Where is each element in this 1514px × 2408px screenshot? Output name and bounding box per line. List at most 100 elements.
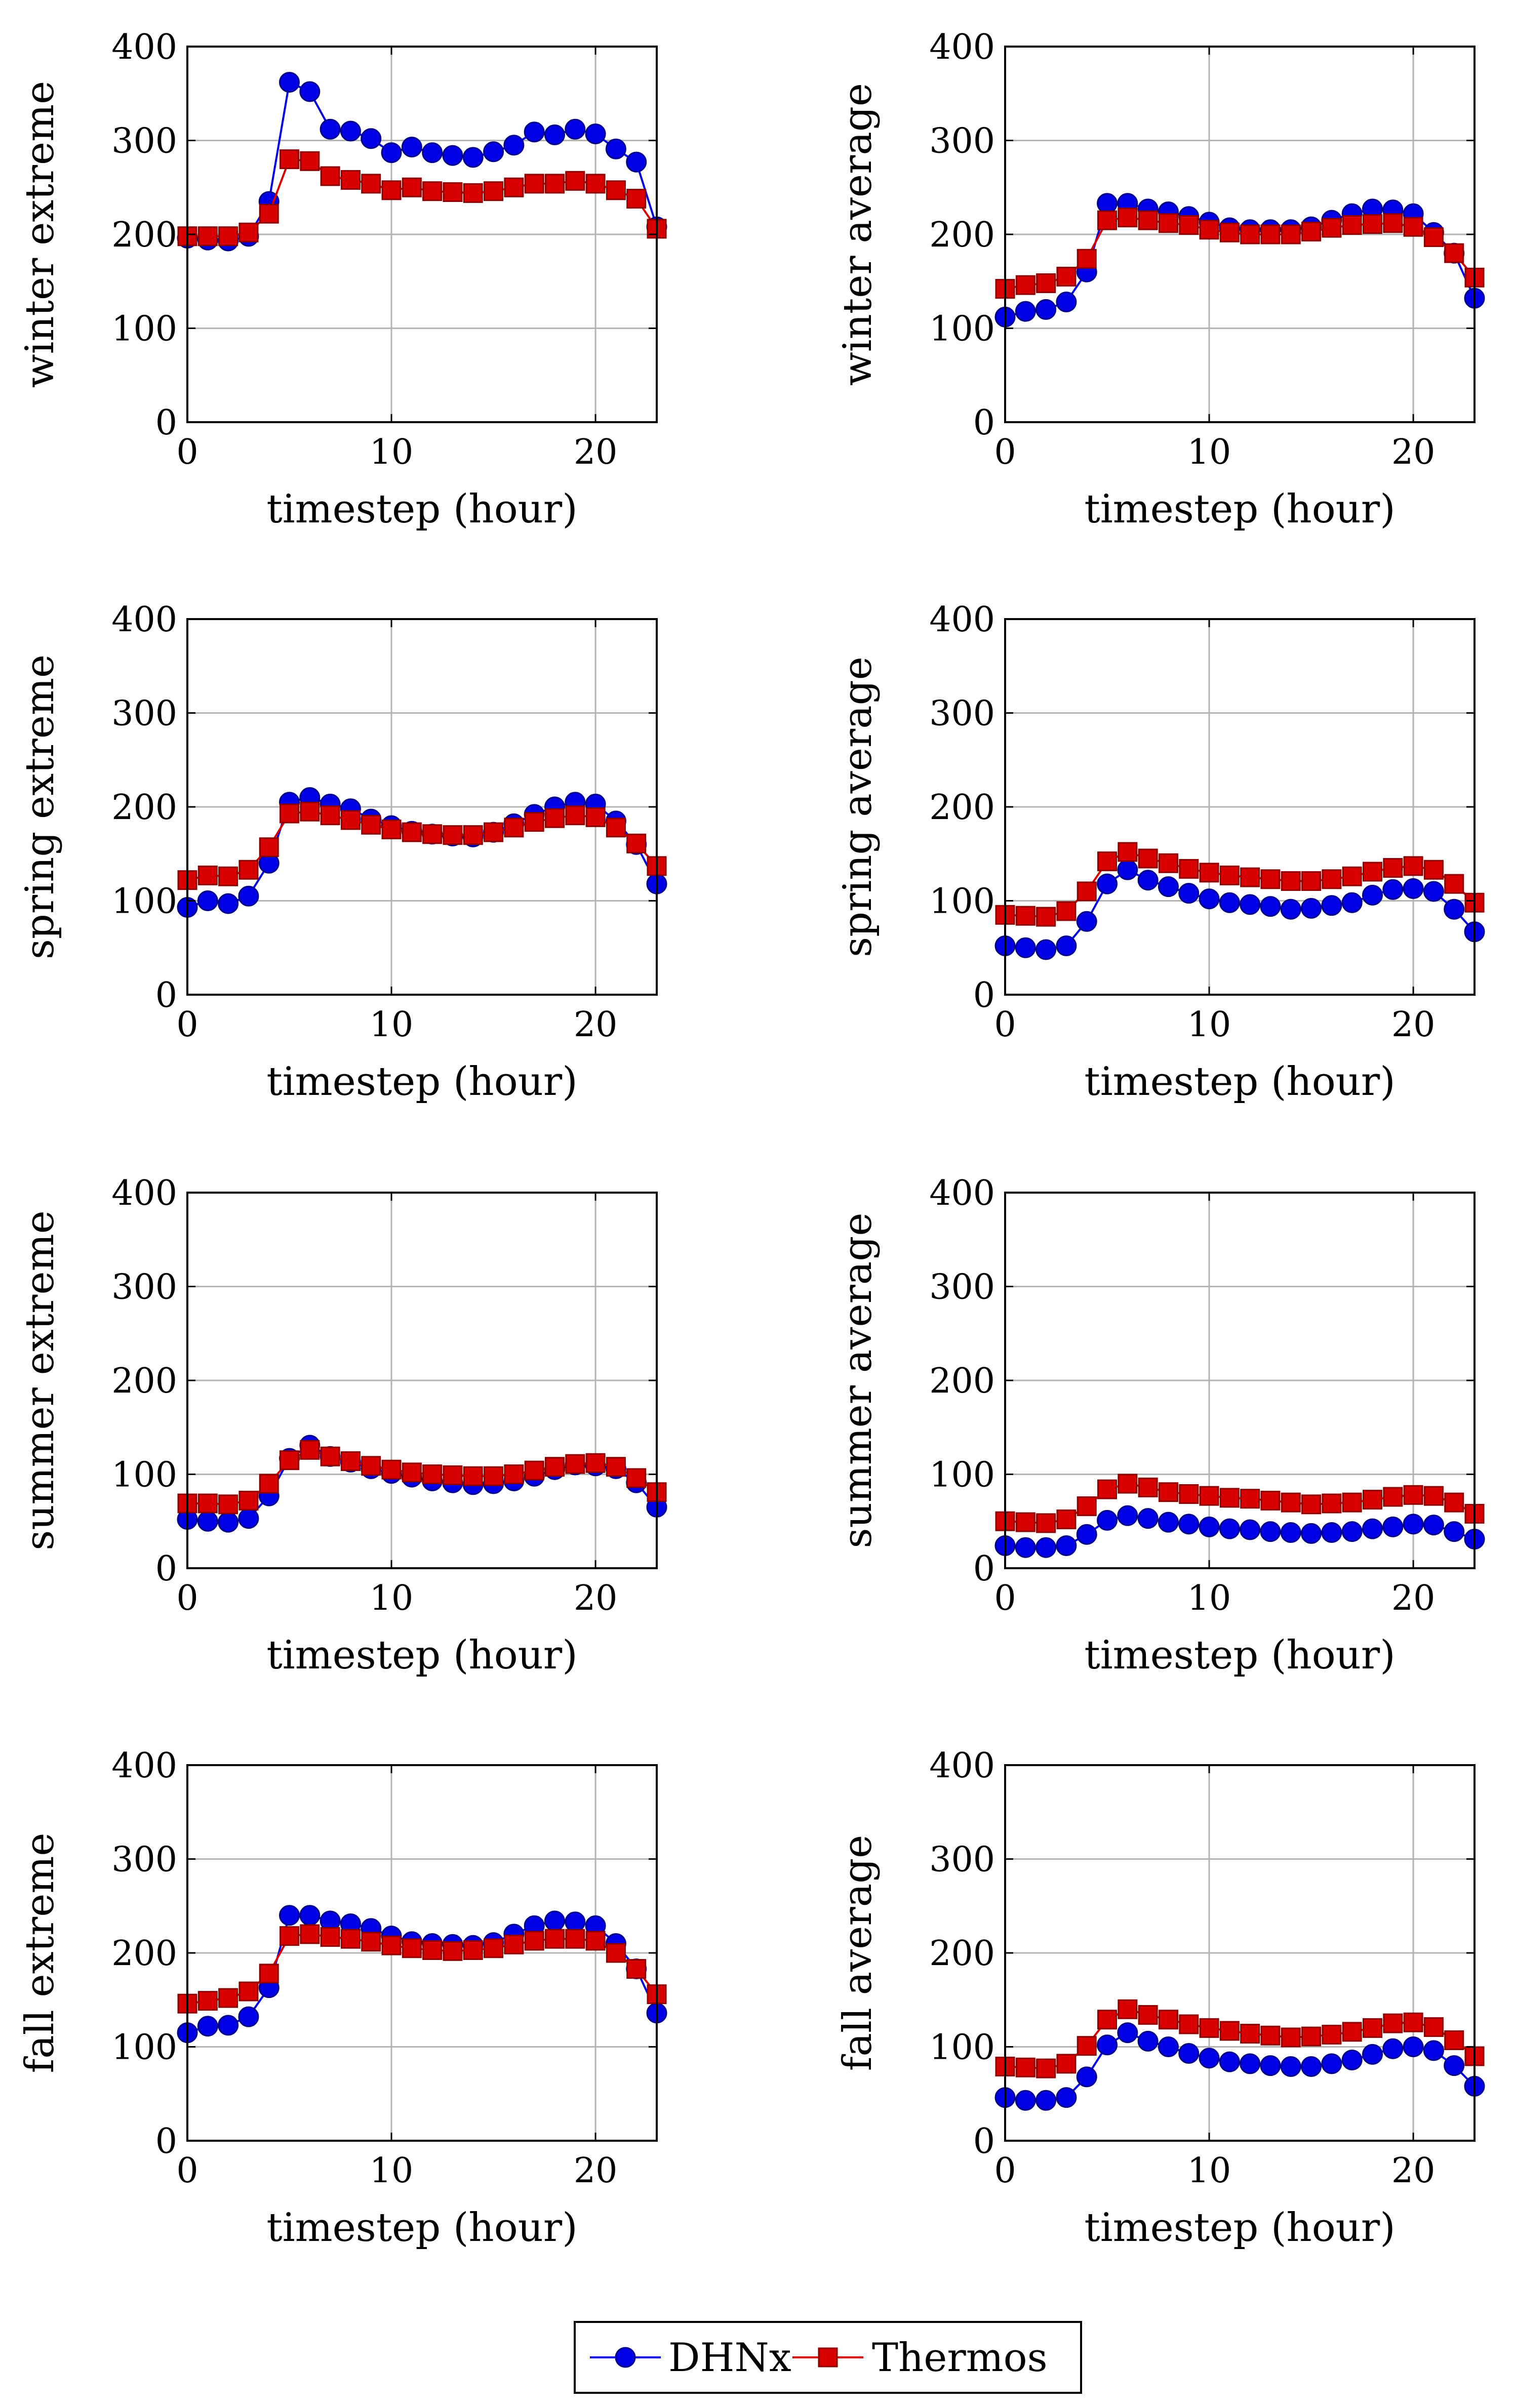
legend-thermos-label: Thermos: [872, 2335, 1048, 2381]
data-point-thermos: [1158, 2010, 1178, 2030]
data-point-thermos: [1056, 266, 1077, 287]
y-tick-label: 0: [973, 1549, 995, 1589]
data-point-thermos: [1342, 2022, 1362, 2042]
y-tick-label: 100: [929, 309, 995, 349]
data-point-thermos: [340, 810, 361, 830]
data-point-dhnx: [1076, 911, 1097, 932]
data-point-thermos: [1362, 2018, 1382, 2038]
data-point-thermos: [1281, 2027, 1301, 2048]
data-point-thermos: [1423, 860, 1444, 880]
data-point-thermos: [1281, 224, 1301, 244]
data-point-dhnx: [544, 1910, 565, 1932]
data-point-thermos: [606, 1943, 626, 1963]
data-point-thermos: [238, 222, 259, 242]
data-point-thermos: [197, 226, 218, 247]
data-point-thermos: [422, 1940, 443, 1960]
data-point-dhnx: [1117, 2022, 1138, 2044]
x-tick-label: 20: [574, 1005, 618, 1045]
y-tick-label: 0: [973, 403, 995, 443]
data-point-dhnx: [1219, 1518, 1240, 1539]
data-point-dhnx: [401, 136, 422, 157]
y-tick-label: 100: [929, 1455, 995, 1495]
data-point-thermos: [300, 151, 320, 171]
data-point-thermos: [524, 174, 544, 194]
data-point-dhnx: [1158, 2036, 1179, 2057]
legend-dhnx-label: DHNx: [668, 2335, 791, 2381]
data-point-thermos: [340, 1929, 361, 1949]
data-point-thermos: [197, 1493, 218, 1514]
data-point-thermos: [1138, 848, 1158, 869]
series-thermos: [177, 1924, 667, 2014]
data-point-thermos: [1015, 1512, 1035, 1532]
y-tick-label: 400: [111, 27, 177, 67]
data-point-thermos: [1423, 2017, 1444, 2037]
data-point-dhnx: [340, 120, 361, 142]
data-point-thermos: [1158, 853, 1178, 873]
data-point-thermos: [544, 808, 565, 828]
data-point-thermos: [544, 1457, 565, 1477]
y-tick-label: 0: [155, 403, 177, 443]
data-point-thermos: [484, 1938, 504, 1958]
data-point-dhnx: [1403, 878, 1424, 899]
data-point-dhnx: [585, 124, 606, 145]
data-point-thermos: [1015, 2057, 1035, 2077]
data-point-thermos: [1138, 210, 1158, 230]
data-point-thermos: [585, 1931, 606, 1951]
data-point-thermos: [626, 833, 647, 853]
data-point-thermos: [1403, 217, 1423, 237]
data-point-thermos: [1036, 2058, 1056, 2078]
data-point-dhnx: [1240, 1519, 1261, 1540]
data-point-dhnx: [279, 71, 300, 93]
data-point-thermos: [197, 1991, 218, 2011]
data-point-dhnx: [483, 141, 504, 162]
data-point-thermos: [1322, 1493, 1342, 1514]
data-point-dhnx: [1137, 1508, 1159, 1529]
data-point-thermos: [402, 1462, 422, 1483]
x-tick-label: 20: [1391, 2151, 1436, 2191]
data-point-thermos: [1219, 2021, 1240, 2041]
grid-lines: [1005, 1765, 1475, 2141]
x-axis-label: timestep (hour): [266, 2205, 577, 2251]
data-point-thermos: [402, 1938, 422, 1958]
series-thermos: [995, 208, 1485, 299]
data-point-thermos: [361, 1456, 381, 1476]
data-point-dhnx: [1056, 935, 1077, 957]
data-point-thermos: [1260, 2025, 1281, 2046]
y-tick-label: 200: [929, 1934, 995, 1974]
data-point-dhnx: [1321, 2053, 1342, 2074]
x-tick-label: 10: [370, 1005, 414, 1045]
data-point-dhnx: [218, 1512, 239, 1533]
data-point-dhnx: [1035, 939, 1057, 960]
data-point-dhnx: [361, 128, 382, 149]
data-point-thermos: [443, 1465, 463, 1485]
series-thermos: [995, 1474, 1485, 1533]
data-point-thermos: [565, 1454, 585, 1474]
data-point-dhnx: [238, 1508, 259, 1529]
data-point-dhnx: [1362, 1518, 1383, 1539]
data-point-dhnx: [197, 890, 218, 911]
data-point-thermos: [1281, 1492, 1301, 1513]
y-tick-label: 100: [929, 2028, 995, 2068]
data-point-dhnx: [1280, 1522, 1301, 1543]
data-point-dhnx: [1076, 2066, 1097, 2088]
data-point-thermos: [218, 1988, 238, 2008]
y-tick-label: 200: [929, 788, 995, 828]
x-tick-label: 0: [176, 432, 198, 472]
data-point-thermos: [1219, 1488, 1240, 1508]
data-point-thermos: [1240, 224, 1260, 244]
x-tick-label: 10: [370, 432, 414, 472]
data-point-thermos: [1199, 1486, 1219, 1506]
data-point-thermos: [259, 1964, 279, 1984]
x-axis-label: timestep (hour): [1084, 2205, 1395, 2251]
data-point-dhnx: [1444, 1521, 1465, 1542]
data-point-dhnx: [1158, 1512, 1179, 1533]
data-point-thermos: [259, 203, 279, 224]
data-point-dhnx: [1015, 2090, 1036, 2111]
data-point-thermos: [1301, 871, 1322, 891]
x-tick-label: 0: [994, 1005, 1016, 1045]
data-point-dhnx: [1423, 2040, 1444, 2061]
